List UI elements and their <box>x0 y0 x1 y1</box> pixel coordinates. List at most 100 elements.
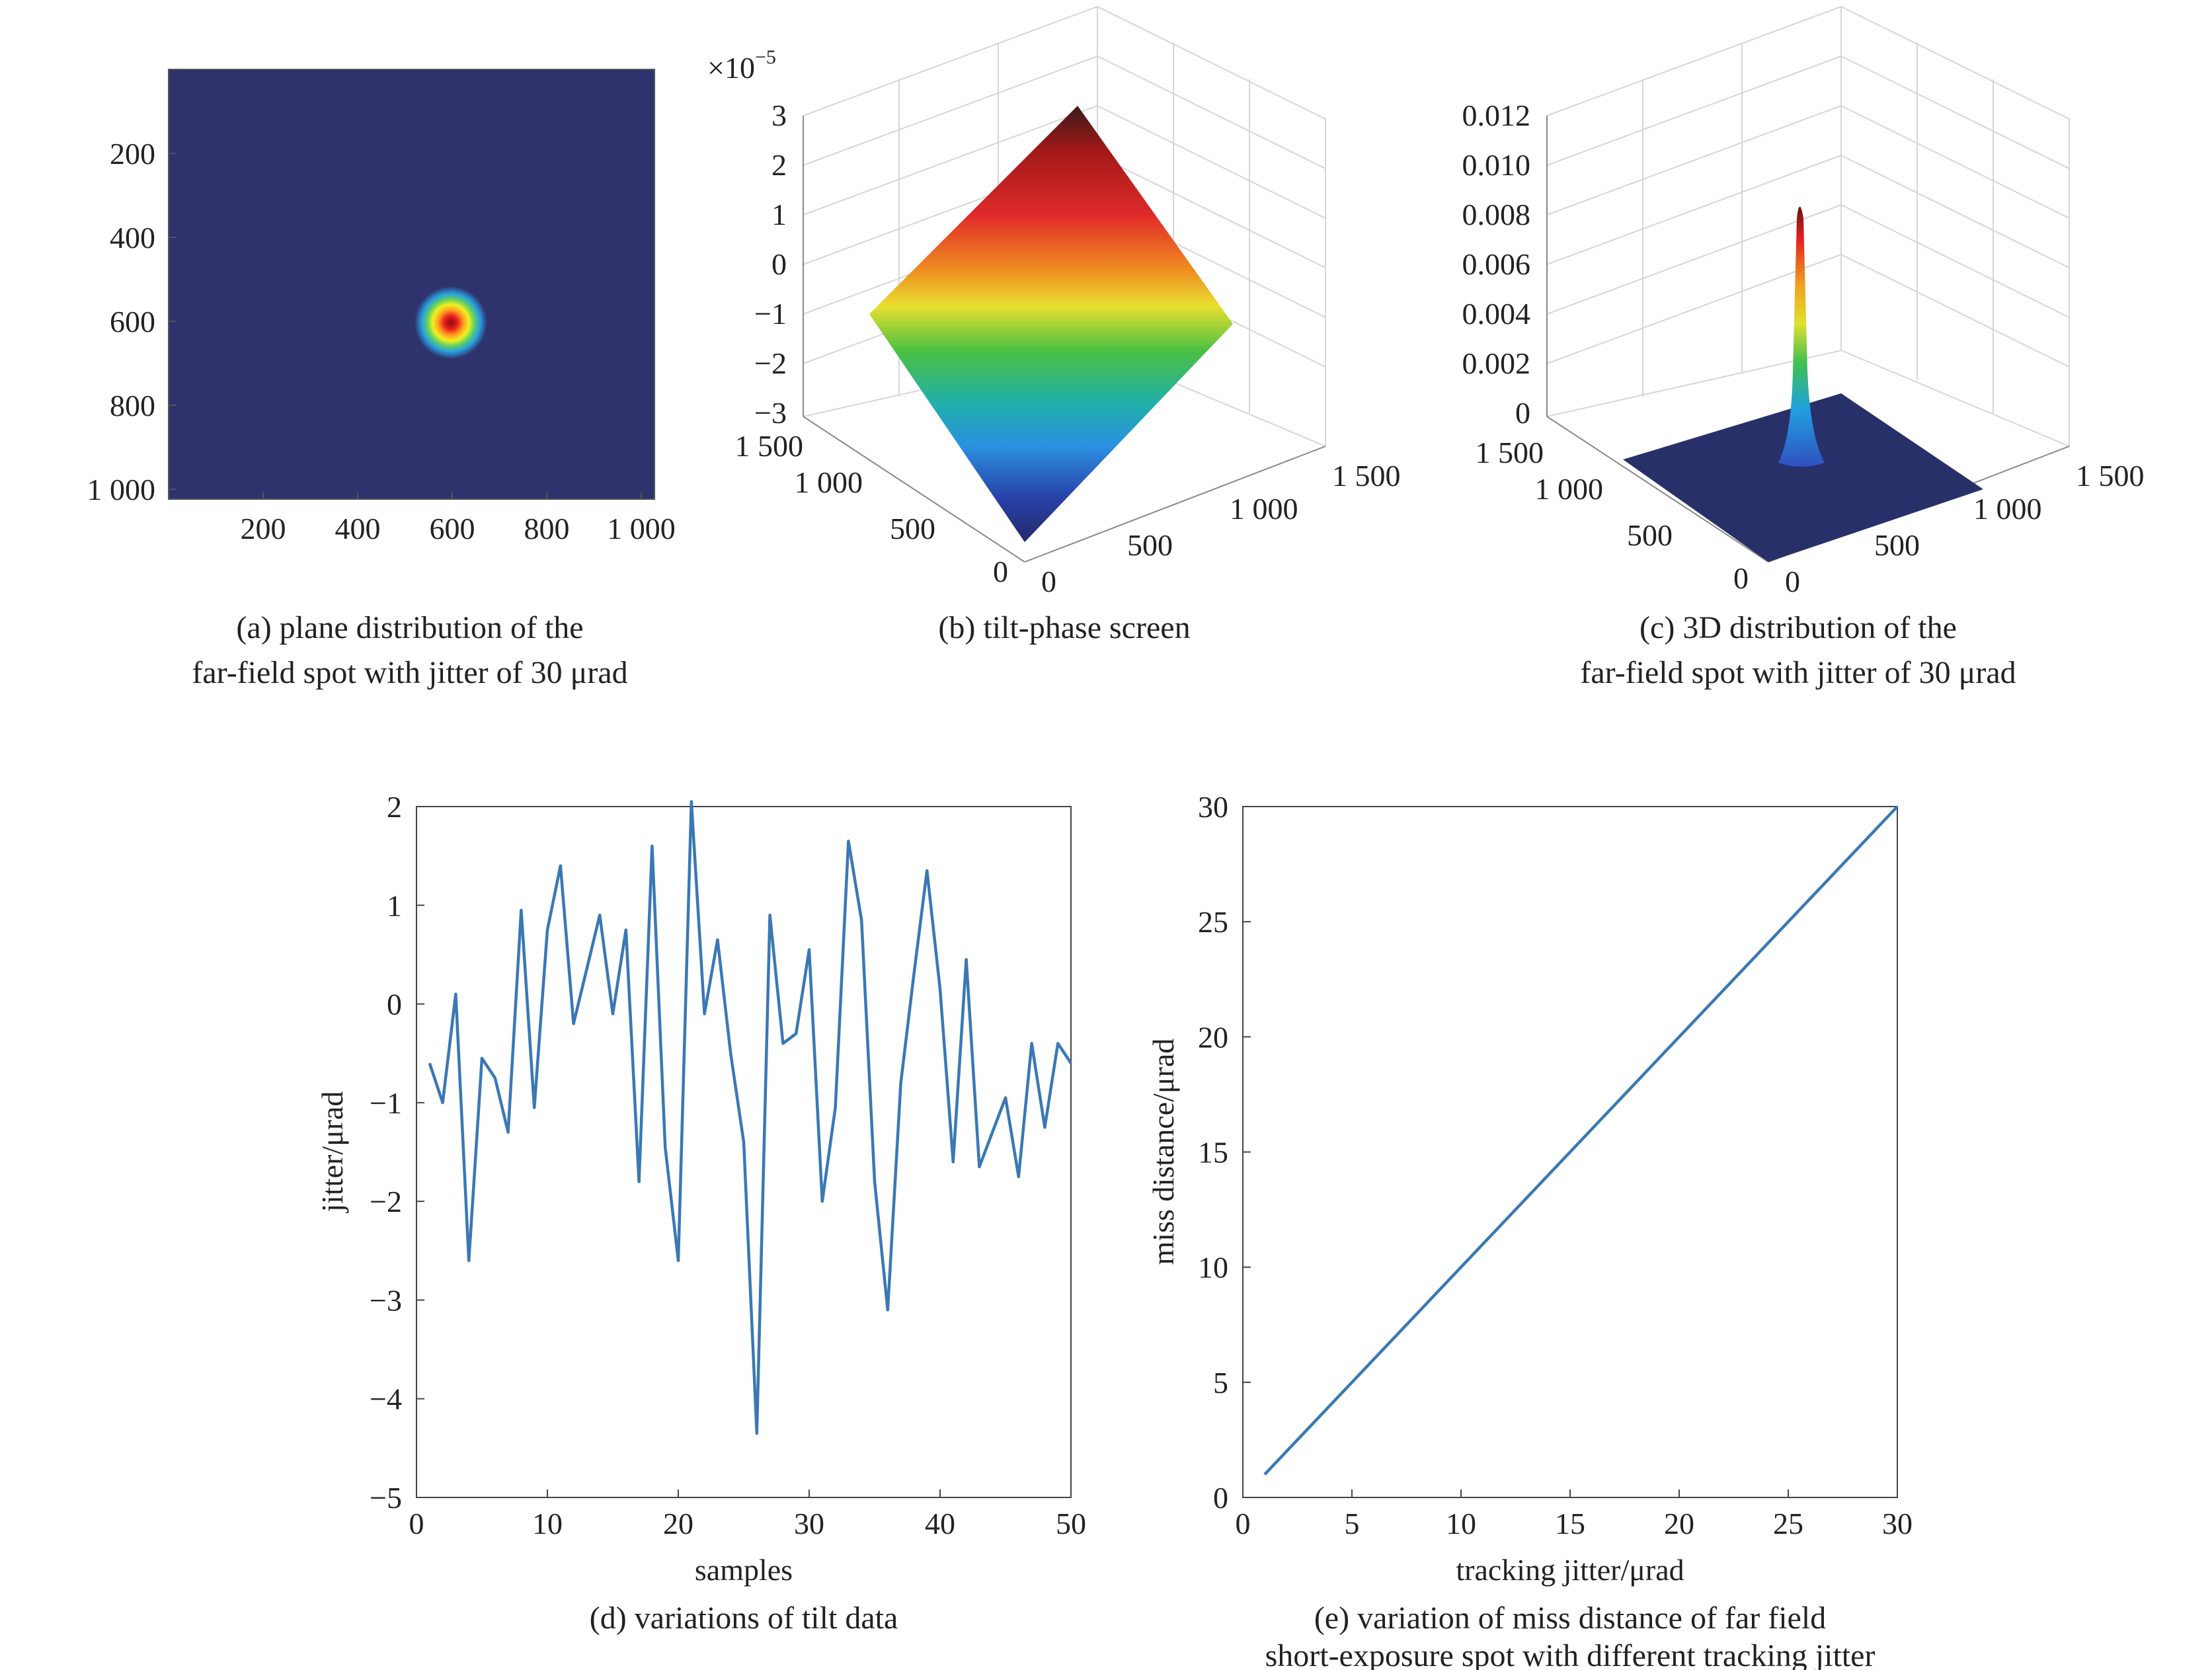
panel-d-caption: (d) variations of tilt data <box>590 1601 898 1636</box>
panel-a-x-tick: 800 <box>524 512 570 545</box>
panel-e-y-tick-label: 5 <box>1213 1366 1228 1400</box>
panel-e-y-label: miss distance/μrad <box>1146 1039 1180 1265</box>
panel-e-x-tick-label: 30 <box>1882 1507 1913 1540</box>
panel-b: ×10−5 3 2 1 0 −1 −2 −3 1 500 1 000 500 0… <box>707 5 1401 645</box>
panel-c-left-tick: 1 500 <box>1476 436 1544 469</box>
panel-a-y-ticks: 200 400 600 800 1 000 <box>87 137 176 506</box>
panel-d-y-tick-label: −1 <box>370 1086 402 1120</box>
panel-d-series-line <box>428 800 1072 1435</box>
panel-d-x-tick-label: 20 <box>663 1507 693 1540</box>
panel-e-y-tick-label: 30 <box>1198 790 1228 824</box>
panel-d-x-tick-label: 50 <box>1056 1507 1086 1540</box>
panel-b-z-tick: −3 <box>754 396 787 430</box>
panel-c-left-tick: 500 <box>1627 518 1673 552</box>
panel-e-caption-line-1: (e) variation of miss distance of far fi… <box>1314 1601 1826 1636</box>
panel-e-y-tick-label: 0 <box>1213 1481 1228 1515</box>
panel-d-x-ticks: 0 10 20 30 40 50 <box>409 1490 1086 1540</box>
panel-d-x-label: samples <box>695 1553 793 1587</box>
panel-d-y-ticks: 2 1 0 −1 −2 −3 −4 −5 <box>370 790 424 1515</box>
panel-b-z-tick: −1 <box>754 297 787 331</box>
panel-e-x-tick-label: 0 <box>1236 1507 1251 1540</box>
panel-c-z-tick: 0.010 <box>1462 148 1531 182</box>
panel-e-x-tick-label: 20 <box>1664 1507 1694 1540</box>
panel-b-left-tick: 1 000 <box>795 465 863 499</box>
panel-d-y-tick-label: −4 <box>370 1382 402 1416</box>
panel-c-right-tick: 1 000 <box>1973 492 2042 526</box>
panel-d-y-tick-label: 0 <box>387 988 402 1021</box>
panel-e-x-tick-label: 15 <box>1555 1507 1585 1540</box>
panel-c-left-tick: 0 <box>1733 561 1749 595</box>
panel-d-x-tick-label: 0 <box>409 1507 424 1540</box>
panel-a-caption-line-1: (a) plane distribution of the <box>236 610 583 645</box>
panel-c-right-tick: 0 <box>1785 565 1800 598</box>
panel-e-caption-line-2: short-exposure spot with different track… <box>1265 1638 1876 1670</box>
panel-c-z-tick: 0 <box>1515 396 1530 430</box>
panel-d-y-tick-label: −5 <box>370 1481 402 1515</box>
panel-b-left-tick: 1 500 <box>735 429 804 463</box>
panel-a-x-tick: 600 <box>430 512 475 545</box>
panel-d-y-tick-label: −3 <box>370 1283 402 1317</box>
panel-c-caption-line-1: (c) 3D distribution of the <box>1639 610 1957 645</box>
panel-b-z-tick: 1 <box>771 198 787 231</box>
panel-b-z-tick: −2 <box>754 346 787 380</box>
panel-e-x-ticks: 0 5 10 15 20 25 30 <box>1236 1490 1913 1540</box>
panel-c-z-tick: 0.004 <box>1462 297 1531 331</box>
panel-e-series <box>1263 805 1899 1476</box>
panel-d-x-tick-label: 30 <box>794 1507 824 1540</box>
panel-b-caption: (b) tilt-phase screen <box>938 610 1190 645</box>
panel-e-y-tick-label: 10 <box>1198 1251 1228 1285</box>
panel-c: 0.012 0.010 0.008 0.006 0.004 0.002 0 1 … <box>1462 5 2145 690</box>
panel-a-image-background <box>168 69 655 500</box>
panel-d-plot-area <box>416 806 1072 1498</box>
panel-b-z-tick: 2 <box>771 148 787 182</box>
panel-e-y-tick-label: 15 <box>1198 1136 1228 1170</box>
panel-a-far-field-spot <box>415 286 487 359</box>
panel-b-z-ticks: 3 2 1 0 −1 −2 −3 <box>754 99 787 430</box>
panel-e-x-tick-label: 10 <box>1446 1507 1476 1540</box>
panel-e-x-tick-label: 25 <box>1773 1507 1803 1540</box>
panel-c-left-tick: 1 000 <box>1535 472 1604 506</box>
panel-d-x-tick-label: 40 <box>925 1507 955 1540</box>
panel-b-right-axis-ticks: 0 500 1 000 1 500 <box>1041 459 1401 598</box>
panel-c-caption-line-2: far-field spot with jitter of 30 μrad <box>1580 655 2016 690</box>
panel-a-x-tick: 200 <box>241 512 286 545</box>
panel-c-right-axis-ticks: 0 500 1 000 1 500 <box>1785 459 2145 598</box>
panel-b-left-tick: 0 <box>993 555 1008 588</box>
panel-b-tilt-surface <box>869 106 1233 542</box>
panel-b-left-axis-ticks: 1 500 1 000 500 0 <box>735 429 1009 588</box>
panel-a-x-tick: 1 000 <box>607 512 676 545</box>
panel-c-z-tick: 0.006 <box>1462 247 1531 281</box>
panel-e-x-tick-label: 5 <box>1345 1507 1360 1540</box>
panel-b-right-tick: 1 500 <box>1332 459 1401 493</box>
panel-a-y-tick: 800 <box>110 389 155 422</box>
panel-b-right-tick: 500 <box>1127 528 1173 562</box>
panel-a-y-tick: 600 <box>110 305 155 338</box>
panel-c-z-tick: 0.002 <box>1462 346 1531 380</box>
panel-a-y-tick: 1 000 <box>87 473 156 506</box>
panel-c-3d-box <box>1546 5 2070 563</box>
panel-c-base-plane <box>1623 393 1983 562</box>
panel-e-series-line <box>1263 805 1899 1476</box>
panel-a-x-tick: 400 <box>335 512 381 545</box>
panel-b-exponent: ×10−5 <box>707 46 776 85</box>
panel-c-right-tick: 500 <box>1874 528 1920 562</box>
panel-d-y-tick-label: 2 <box>387 790 402 824</box>
panel-e: 0 5 10 15 20 25 30 30 25 20 15 10 5 0 tracking jitte… <box>1146 790 1913 1670</box>
panel-c-z-tick: 0.008 <box>1462 198 1531 231</box>
panel-c-z-ticks: 0.012 0.010 0.008 0.006 0.004 0.002 0 <box>1462 99 1531 430</box>
panel-a-y-tick: 200 <box>110 137 155 171</box>
panel-e-x-label: tracking jitter/μrad <box>1456 1553 1684 1587</box>
panel-b-z-tick: 0 <box>771 247 787 281</box>
panel-e-y-ticks: 30 25 20 15 10 5 0 <box>1198 790 1251 1515</box>
panel-b-right-tick: 0 <box>1041 565 1056 598</box>
panel-c-z-tick: 0.012 <box>1462 99 1531 132</box>
panel-d-y-tick-label: 1 <box>387 889 402 922</box>
panel-e-y-tick-label: 20 <box>1198 1020 1228 1054</box>
panel-d: 0 10 20 30 40 50 210−1−2−3−4−5 samples jitter… <box>315 790 1086 1636</box>
panel-c-left-axis-ticks: 1 500 1 000 500 0 <box>1476 436 1749 595</box>
panel-c-peak <box>1778 206 1825 467</box>
panel-a-caption-line-2: far-field spot with jitter of 30 μrad <box>192 655 627 690</box>
panel-e-y-tick-label: 25 <box>1198 905 1228 939</box>
panel-a-x-ticks: 200 400 600 800 1 000 <box>241 492 676 545</box>
